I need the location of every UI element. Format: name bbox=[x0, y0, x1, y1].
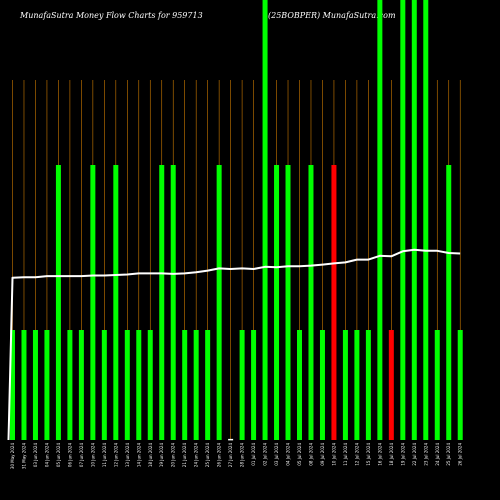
x-tick-label: 24 Jun 2024 bbox=[194, 443, 199, 468]
x-tick-label: 05 Jul 2024 bbox=[297, 443, 302, 466]
x-tick-label: 30 May 2024 bbox=[10, 443, 15, 470]
x-tick-label: 02 Jul 2024 bbox=[263, 443, 268, 466]
money-flow-bar bbox=[32, 330, 38, 440]
x-tick-label: 15 Jul 2024 bbox=[366, 443, 371, 466]
x-tick-label: 12 Jul 2024 bbox=[354, 443, 359, 466]
x-tick-labels: 30 May 2024 31 May 2024 03 Jun 2024 04 Jun … bbox=[10, 443, 463, 470]
x-tick-label: 26 Jun 2024 bbox=[217, 443, 222, 468]
money-flow-bar bbox=[434, 330, 440, 440]
x-tick-label: 24 Jul 2024 bbox=[435, 443, 440, 466]
money-flow-bar bbox=[331, 165, 337, 440]
money-flow-bar bbox=[411, 0, 417, 440]
money-flow-bar bbox=[297, 330, 302, 440]
money-flow-bar bbox=[136, 330, 142, 440]
x-tick-label: 05 Jun 2024 bbox=[56, 443, 61, 468]
money-flow-bar bbox=[262, 0, 268, 440]
x-tick-label: 16 Jul 2024 bbox=[377, 443, 382, 466]
money-flow-bar bbox=[90, 165, 96, 440]
money-flow-bar bbox=[21, 330, 27, 440]
x-tick-label: 11 Jun 2024 bbox=[102, 443, 107, 468]
money-flow-bar bbox=[308, 165, 314, 440]
money-flow-bar bbox=[285, 165, 291, 440]
x-tick-label: 04 Jul 2024 bbox=[286, 443, 291, 466]
money-flow-bar bbox=[354, 330, 360, 440]
money-flow-bar bbox=[239, 330, 245, 440]
money-flow-bar bbox=[388, 330, 394, 440]
money-flow-bar bbox=[101, 330, 107, 440]
x-tick-label: 19 Jun 2024 bbox=[159, 443, 164, 468]
x-tick-label: 09 Jul 2024 bbox=[320, 443, 325, 466]
money-flow-bar bbox=[147, 330, 153, 440]
money-flow-bar bbox=[10, 330, 15, 440]
trend-line bbox=[7, 248, 461, 441]
x-tick-label: 06 Jun 2024 bbox=[67, 443, 72, 468]
x-tick-label: 18 Jun 2024 bbox=[148, 443, 153, 468]
money-flow-bar bbox=[457, 330, 463, 440]
x-tick-label: 18 Jul 2024 bbox=[389, 443, 394, 466]
money-flow-bar bbox=[124, 330, 130, 440]
money-flow-bar bbox=[216, 165, 222, 440]
x-tick-label: 23 Jul 2024 bbox=[423, 443, 428, 466]
x-tick-label: 04 Jun 2024 bbox=[44, 443, 49, 468]
money-flow-bar bbox=[400, 0, 406, 440]
x-tick-label: 11 Jul 2024 bbox=[343, 443, 348, 466]
money-flow-bar bbox=[274, 165, 280, 440]
x-tick-label: 31 May 2024 bbox=[21, 443, 26, 470]
money-flow-bar bbox=[251, 330, 257, 440]
x-tick-label: 10 Jul 2024 bbox=[331, 443, 336, 466]
money-flow-bar bbox=[365, 330, 371, 440]
money-flow-bar bbox=[423, 0, 429, 440]
x-tick-label: 25 Jul 2024 bbox=[446, 443, 451, 466]
x-tick-label: 12 Jun 2024 bbox=[113, 443, 118, 468]
chart-title-left: MunafaSutra Money Flow Charts for 959713 bbox=[19, 11, 203, 20]
x-tick-label: 10 Jun 2024 bbox=[90, 443, 95, 468]
x-tick-label: 08 Jul 2024 bbox=[308, 443, 313, 466]
x-tick-label: 21 Jun 2024 bbox=[182, 443, 187, 468]
x-tick-label: 03 Jul 2024 bbox=[274, 443, 279, 466]
money-flow-bar bbox=[113, 165, 119, 440]
x-tick-label: 13 Jun 2024 bbox=[125, 443, 130, 468]
money-flow-bar bbox=[319, 330, 325, 440]
money-flow-bar bbox=[44, 330, 50, 440]
x-tick-label: 20 Jun 2024 bbox=[171, 443, 176, 468]
x-tick-label: 01 Jul 2024 bbox=[251, 443, 256, 466]
money-flow-bar bbox=[78, 330, 84, 440]
money-flow-bar bbox=[159, 165, 165, 440]
x-tick-label: 25 Jun 2024 bbox=[205, 443, 210, 468]
x-tick-label: 03 Jun 2024 bbox=[33, 443, 38, 468]
money-flow-bar bbox=[193, 330, 199, 440]
money-flow-bars bbox=[10, 0, 463, 441]
money-flow-bar bbox=[446, 165, 452, 440]
x-tick-label: 22 Jul 2024 bbox=[412, 443, 417, 466]
money-flow-bar bbox=[170, 165, 176, 440]
x-tick-label: 19 Jul 2024 bbox=[400, 443, 405, 466]
x-tick-label: 26 Jul 2024 bbox=[458, 443, 463, 466]
money-flow-bar bbox=[182, 330, 188, 440]
money-flow-bar bbox=[377, 0, 383, 440]
money-flow-bar bbox=[342, 330, 348, 440]
money-flow-bar bbox=[228, 438, 234, 441]
chart-title-right: (25BOBPER) MunafaSutra.com bbox=[268, 11, 396, 20]
money-flow-bar bbox=[55, 165, 61, 440]
x-tick-label: 14 Jun 2024 bbox=[136, 443, 141, 468]
money-flow-bar bbox=[205, 330, 211, 440]
money-flow-bar bbox=[67, 330, 73, 440]
x-tick-label: 27 Jun 2024 bbox=[228, 443, 233, 468]
trend-line-group bbox=[7, 248, 461, 441]
x-tick-label: 07 Jun 2024 bbox=[79, 443, 84, 468]
x-tick-label: 28 Jun 2024 bbox=[240, 443, 245, 468]
